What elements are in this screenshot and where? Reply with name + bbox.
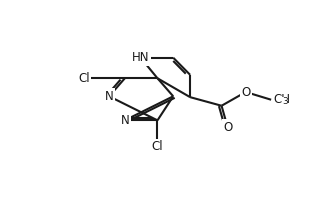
Text: N: N xyxy=(105,90,114,103)
Text: O: O xyxy=(241,85,250,99)
Text: HN: HN xyxy=(132,51,149,64)
Text: Cl: Cl xyxy=(152,140,163,153)
Text: N: N xyxy=(120,114,129,127)
Text: Cl: Cl xyxy=(78,72,90,85)
Text: O: O xyxy=(223,121,232,134)
Text: 3: 3 xyxy=(282,97,288,106)
Text: CH: CH xyxy=(273,93,290,106)
